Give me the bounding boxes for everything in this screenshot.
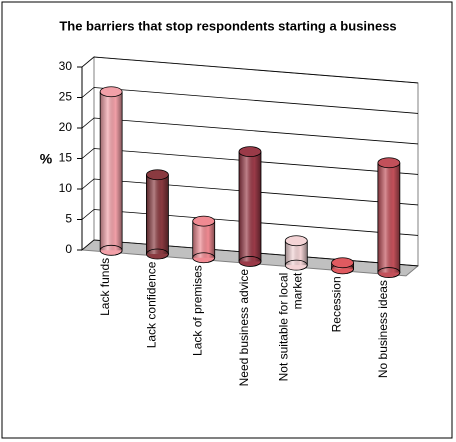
x-tick-label: Lack funds <box>98 257 113 316</box>
bar-shade <box>239 151 261 262</box>
cylinder-top <box>284 235 308 247</box>
grid-line <box>81 209 419 236</box>
y-tick-label: 25 <box>59 90 73 104</box>
cylinder <box>284 235 308 271</box>
y-axis-label: % <box>40 151 53 167</box>
y-tick-label: 10 <box>59 181 73 195</box>
y-tick-label: 5 <box>65 212 72 226</box>
bar-shade <box>100 91 123 251</box>
x-tick-label: Not suitable for local market <box>276 272 305 382</box>
grid-line <box>81 239 419 267</box>
grid-line <box>81 56 419 84</box>
y-tick-label: 20 <box>59 120 73 134</box>
grid-line <box>81 178 419 206</box>
cylinder <box>377 157 401 278</box>
cylinder-top <box>377 157 401 169</box>
y-tick-label: 0 <box>65 242 72 256</box>
x-tick-label: Lack confidence <box>144 261 159 349</box>
cylinder-top <box>238 146 262 158</box>
cylinder <box>146 169 169 260</box>
cylinder <box>99 86 123 256</box>
grid-line <box>81 148 419 175</box>
x-tick-label: Lack of premises <box>190 265 205 356</box>
y-tick-label: 30 <box>59 59 73 73</box>
bar-shade <box>146 174 169 255</box>
x-tick-label: Recession <box>329 276 344 333</box>
cylinder <box>238 146 262 267</box>
cylinder <box>331 257 354 275</box>
bar-shade <box>285 240 308 266</box>
cylinder-top <box>192 215 216 227</box>
cylinder-top <box>146 169 169 181</box>
cylinder-top <box>99 86 123 98</box>
cylinder-base-shade <box>99 244 123 256</box>
y-tick-label: 15 <box>59 151 73 165</box>
bar-shade <box>192 221 215 258</box>
chart-title: The barriers that stop respondents start… <box>59 18 396 33</box>
x-tick-label: No business ideas <box>375 280 390 379</box>
x-tick-label: Need business advice <box>237 268 251 387</box>
grid-line <box>81 117 419 145</box>
cylinder-top <box>331 257 354 269</box>
cylinder <box>192 215 216 264</box>
bar-shade <box>377 162 400 273</box>
grid-line <box>81 87 419 114</box>
